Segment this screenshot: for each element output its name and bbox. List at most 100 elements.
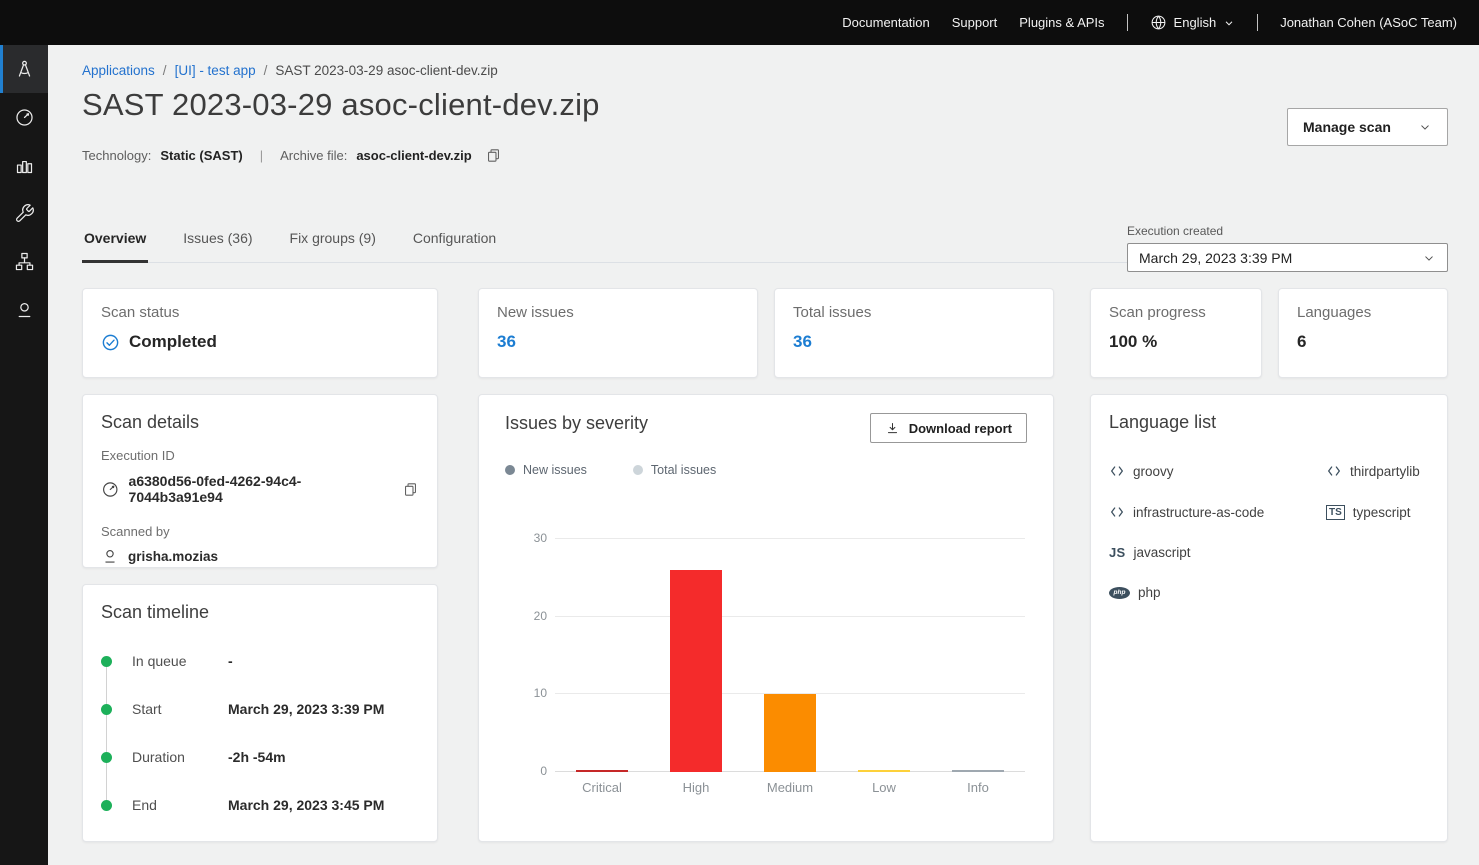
gridline-10: 10 xyxy=(534,686,1025,700)
total-issues-value: 36 xyxy=(793,332,812,351)
archive-file-value: asoc-client-dev.zip xyxy=(356,148,472,163)
language-label: thirdpartylib xyxy=(1350,463,1420,479)
execution-id-label: Execution ID xyxy=(101,448,175,463)
execution-created-group: Execution created March 29, 2023 3:39 PM xyxy=(1127,224,1448,272)
bar-low xyxy=(858,769,910,772)
topbar-link-documentation[interactable]: Documentation xyxy=(842,15,930,30)
page-header: Applications / [UI] - test app / SAST 20… xyxy=(82,63,1448,272)
language-label: typescript xyxy=(1352,504,1411,520)
timeline-value: March 29, 2023 3:39 PM xyxy=(228,701,385,717)
y-tick-label: 0 xyxy=(540,764,547,778)
language-item-php: php php xyxy=(1109,585,1326,600)
manage-scan-label: Manage scan xyxy=(1303,119,1391,135)
download-report-button[interactable]: Download report xyxy=(869,413,1027,443)
topbar-divider xyxy=(1126,14,1128,31)
technology-label: Technology: xyxy=(82,148,152,163)
tab-fix-groups[interactable]: Fix groups (9) xyxy=(289,230,376,246)
bar-slot-info xyxy=(931,539,1025,772)
gauge-icon xyxy=(14,107,35,128)
new-issues-card: New issues 36 xyxy=(478,288,758,378)
language-item-javascript: JS javascript xyxy=(1109,545,1326,560)
bar-medium xyxy=(764,694,816,772)
sidebar-item-organization[interactable] xyxy=(0,237,48,285)
technology-value: Static (SAST) xyxy=(160,148,243,163)
php-icon: php xyxy=(1109,586,1130,599)
y-tick-label: 10 xyxy=(533,686,547,701)
language-label: English xyxy=(1173,15,1217,30)
severity-chart-xlabels: Critical High Medium Low Info xyxy=(555,780,1025,795)
tabs: Overview Issues (36) Fix groups (9) Conf… xyxy=(82,222,1448,263)
total-issues-label: Total issues xyxy=(793,304,872,321)
topbar-link-support[interactable]: Support xyxy=(951,15,998,30)
timeline-dot xyxy=(101,655,112,667)
manage-scan-button[interactable]: Manage scan xyxy=(1287,108,1448,146)
timeline-label: Duration xyxy=(132,749,185,765)
x-label-info: Info xyxy=(967,780,989,795)
execution-created-label: Execution created xyxy=(1127,224,1224,238)
language-item-thirdpartylib: thirdpartylib xyxy=(1326,463,1429,479)
legend-dot-total-issues xyxy=(632,465,643,475)
scanned-by-value: grisha.mozias xyxy=(128,548,219,564)
language-item-groovy: groovy xyxy=(1109,463,1326,479)
timeline-row-end: End March 29, 2023 3:45 PM xyxy=(101,781,419,829)
bar-slot-critical xyxy=(555,539,649,772)
topbar-divider xyxy=(1257,14,1259,31)
languages-value: 6 xyxy=(1297,332,1307,351)
tab-overview[interactable]: Overview xyxy=(82,222,149,263)
chevron-down-icon xyxy=(1223,17,1235,29)
side-navigation xyxy=(0,45,48,865)
tab-issues[interactable]: Issues (36) xyxy=(183,230,253,246)
issues-by-severity-title: Issues by severity xyxy=(505,413,649,433)
scan-progress-label: Scan progress xyxy=(1109,304,1206,321)
code-icon xyxy=(1328,466,1340,476)
sidebar-item-scans[interactable] xyxy=(0,93,48,141)
breadcrumb-app[interactable]: [UI] - test app xyxy=(174,63,256,78)
drafting-compass-icon xyxy=(14,59,35,80)
sidebar-item-applications[interactable] xyxy=(0,45,48,93)
language-label: groovy xyxy=(1133,463,1174,479)
scan-details-card: Scan details Execution ID a6380d56-0fed-… xyxy=(82,394,438,568)
bar-chart-icon xyxy=(14,155,35,176)
copy-icon[interactable] xyxy=(402,481,419,498)
timeline-connector xyxy=(106,661,107,805)
timeline-label: End xyxy=(132,797,157,813)
y-tick-label: 30 xyxy=(533,531,547,545)
bar-slot-low xyxy=(837,539,931,772)
breadcrumb: Applications / [UI] - test app / SAST 20… xyxy=(82,63,1448,78)
new-issues-label: New issues xyxy=(497,304,574,321)
tab-configuration[interactable]: Configuration xyxy=(412,230,497,246)
breadcrumb-current: SAST 2023-03-29 asoc-client-dev.zip xyxy=(275,63,498,78)
timeline-dot xyxy=(101,751,112,763)
timeline-row-start: Start March 29, 2023 3:39 PM xyxy=(101,685,419,733)
execution-created-select[interactable]: March 29, 2023 3:39 PM xyxy=(1127,243,1448,272)
user-menu[interactable]: Jonathan Cohen (ASoC Team) xyxy=(1280,15,1457,30)
sidebar-item-tools[interactable] xyxy=(0,189,48,237)
x-label-medium: Medium xyxy=(766,780,814,795)
legend-total-issues: Total issues xyxy=(632,463,716,477)
sidebar-item-profile[interactable] xyxy=(0,285,48,333)
timeline-dot xyxy=(101,703,112,715)
wrench-icon xyxy=(14,203,35,224)
language-item-typescript: TS typescript xyxy=(1326,504,1429,520)
language-switcher[interactable]: English xyxy=(1150,14,1236,31)
typescript-icon: TS xyxy=(1326,504,1345,520)
languages-card: Languages 6 xyxy=(1278,288,1448,378)
breadcrumb-applications[interactable]: Applications xyxy=(82,63,155,78)
legend-new-issues: New issues xyxy=(505,463,587,477)
timeline-value: March 29, 2023 3:45 PM xyxy=(228,797,385,813)
timeline-events: In queue - Start March 29, 2023 3:39 PM … xyxy=(101,637,419,829)
topbar-link-plugins-apis[interactable]: Plugins & APIs xyxy=(1019,15,1105,30)
timeline-value: -2h -54m xyxy=(228,749,286,765)
language-list-card: Language list groovy thirdpartylib infra… xyxy=(1090,394,1448,842)
legend-label: New issues xyxy=(523,463,587,477)
copy-icon[interactable] xyxy=(485,147,502,164)
sidebar-item-dashboards[interactable] xyxy=(0,141,48,189)
archive-file-label: Archive file: xyxy=(280,148,348,163)
scan-progress-card: Scan progress 100 % xyxy=(1090,288,1262,378)
scan-meta-row: Technology: Static (SAST) | Archive file… xyxy=(82,147,1448,164)
scan-status-value: Completed xyxy=(129,332,217,351)
scan-status-label: Scan status xyxy=(101,304,180,321)
bars-row xyxy=(555,539,1025,772)
severity-chart-plot: 0 10 20 30 xyxy=(534,531,1025,778)
language-label: javascript xyxy=(1133,545,1191,560)
